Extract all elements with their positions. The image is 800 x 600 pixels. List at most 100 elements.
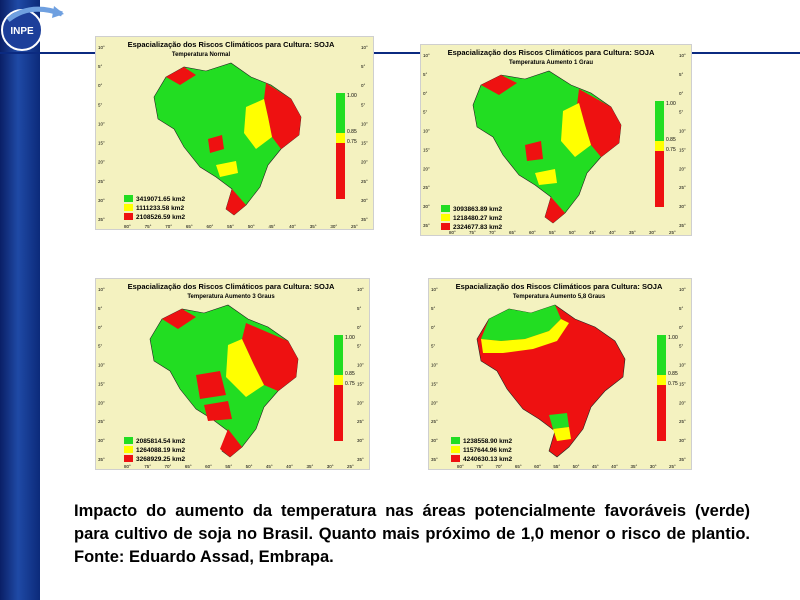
lat-tick-label: 0°: [431, 325, 436, 330]
lat-tick-label: 5°: [423, 110, 428, 115]
lat-tick-label: 10°: [431, 287, 438, 292]
lat-tick-label: 20°: [423, 166, 430, 171]
legend-red-value: 4240630.13 km2: [463, 456, 513, 463]
lat-tick-label: 5°: [431, 344, 436, 349]
lon-tick-label: 25°: [351, 224, 358, 229]
lat-tick-label: 5°: [679, 344, 684, 349]
map-title: Espacialização dos Riscos Climáticos par…: [456, 282, 663, 291]
lon-tick-label: 25°: [347, 464, 354, 469]
lon-tick-label: 55°: [225, 464, 232, 469]
lat-tick-label: 15°: [361, 141, 368, 146]
legend-red-value: 2108526.59 km2: [136, 214, 186, 221]
scale-label-mid2: 0.75: [668, 381, 678, 387]
lat-tick-label: 15°: [98, 381, 105, 386]
lat-tick-label: 10°: [98, 121, 105, 126]
map-title: Espacialização dos Riscos Climáticos par…: [448, 48, 655, 57]
map-subtitle: Temperatura Aumento 3 Graus: [187, 294, 275, 300]
lat-tick-label: 15°: [431, 381, 438, 386]
legend-green-value: 2085814.54 km2: [136, 438, 186, 445]
lon-tick-label: 60°: [205, 464, 212, 469]
lat-tick-label: 25°: [357, 419, 364, 424]
lon-tick-label: 65°: [185, 464, 192, 469]
legend-swatch-green: [451, 437, 460, 444]
inpe-logo-text: INPE: [10, 26, 34, 37]
lat-tick-label: 20°: [98, 400, 105, 405]
lon-tick-label: 35°: [630, 464, 637, 469]
lat-tick-label: 0°: [361, 83, 366, 88]
scale-label-mid2: 0.75: [347, 139, 357, 145]
lat-tick-label: 30°: [361, 198, 368, 203]
red-patch-center: [525, 141, 543, 161]
lat-tick-label: 20°: [431, 400, 438, 405]
map-panel-1grau: Espacialização dos Riscos Climáticos par…: [420, 44, 692, 236]
scale-yellow: [334, 375, 343, 385]
scale-green: [657, 335, 666, 375]
red-region-north: [166, 67, 196, 85]
green-patch-south: [549, 413, 569, 429]
lon-tick-label: 35°: [310, 224, 317, 229]
lon-tick-label: 45°: [266, 464, 273, 469]
lat-tick-label: 10°: [679, 363, 686, 368]
lat-tick-label: 5°: [98, 344, 103, 349]
lon-tick-label: 65°: [515, 464, 522, 469]
legend-yellow-value: 1218480.27 km2: [453, 215, 503, 222]
map-subtitle: Temperatura Normal: [172, 52, 231, 58]
red-region-north: [162, 309, 196, 329]
scale-label-mid1: 0.85: [666, 137, 676, 143]
yellow-patch-center: [535, 169, 557, 185]
lon-tick-label: 60°: [534, 464, 541, 469]
lon-tick-label: 80°: [124, 464, 131, 469]
lat-tick-label: 10°: [357, 287, 364, 292]
scale-green: [655, 101, 664, 141]
yellow-band: [226, 339, 264, 397]
scale-label-mid1: 0.85: [668, 371, 678, 377]
red-patch-center: [196, 371, 226, 399]
lat-tick-label: 30°: [423, 204, 430, 209]
lon-tick-label: 75°: [144, 464, 151, 469]
red-patch-center: [208, 135, 224, 153]
green-region-amazon: [481, 305, 561, 341]
legend-swatch-yellow: [124, 446, 133, 453]
scale-label-top: 1.00: [666, 101, 676, 107]
lat-tick-label: 30°: [679, 204, 686, 209]
map-svg-normal: Espacialização dos Riscos Climáticos par…: [98, 40, 368, 229]
lat-tick-label: 35°: [361, 217, 368, 222]
red-region-south: [220, 429, 242, 457]
lat-tick-label: 15°: [423, 147, 430, 152]
lat-tick-label: 30°: [357, 438, 364, 443]
red-region-northeast: [577, 89, 621, 157]
lat-tick-label: 35°: [431, 457, 438, 462]
scale-red: [336, 143, 345, 199]
lon-tick-label: 40°: [286, 464, 293, 469]
lat-tick-label: 10°: [431, 363, 438, 368]
lon-tick-label: 70°: [165, 224, 172, 229]
lon-tick-label: 80°: [449, 230, 456, 235]
scale-red: [655, 151, 664, 207]
legend-swatch-yellow: [124, 204, 133, 211]
lon-tick-label: 50°: [569, 230, 576, 235]
lon-tick-label: 70°: [489, 230, 496, 235]
lat-tick-label: 5°: [357, 344, 362, 349]
scale-label-top: 1.00: [668, 335, 678, 341]
lat-tick-label: 35°: [98, 457, 105, 462]
lat-tick-label: 15°: [98, 141, 105, 146]
map-panel-normal: Espacialização dos Riscos Climáticos par…: [95, 36, 374, 230]
lat-tick-label: 20°: [98, 160, 105, 165]
red-region-northeast: [264, 83, 301, 149]
legend-swatch-green: [124, 437, 133, 444]
lat-tick-label: 5°: [679, 306, 684, 311]
legend-yellow-value: 1264088.19 km2: [136, 447, 186, 454]
scale-green: [334, 335, 343, 375]
map-subtitle: Temperatura Aumento 5,8 Graus: [513, 294, 606, 300]
lon-tick-label: 60°: [207, 224, 214, 229]
scale-label-mid2: 0.75: [666, 147, 676, 153]
lon-tick-label: 65°: [186, 224, 193, 229]
scale-red: [657, 385, 666, 441]
lat-tick-label: 35°: [98, 217, 105, 222]
scale-yellow: [657, 375, 666, 385]
legend-yellow-value: 1157644.96 km2: [463, 447, 512, 454]
lon-tick-label: 40°: [609, 230, 616, 235]
lat-tick-label: 0°: [357, 325, 362, 330]
yellow-band: [244, 99, 272, 149]
map-svg-1grau: Espacialização dos Riscos Climáticos par…: [423, 48, 686, 235]
